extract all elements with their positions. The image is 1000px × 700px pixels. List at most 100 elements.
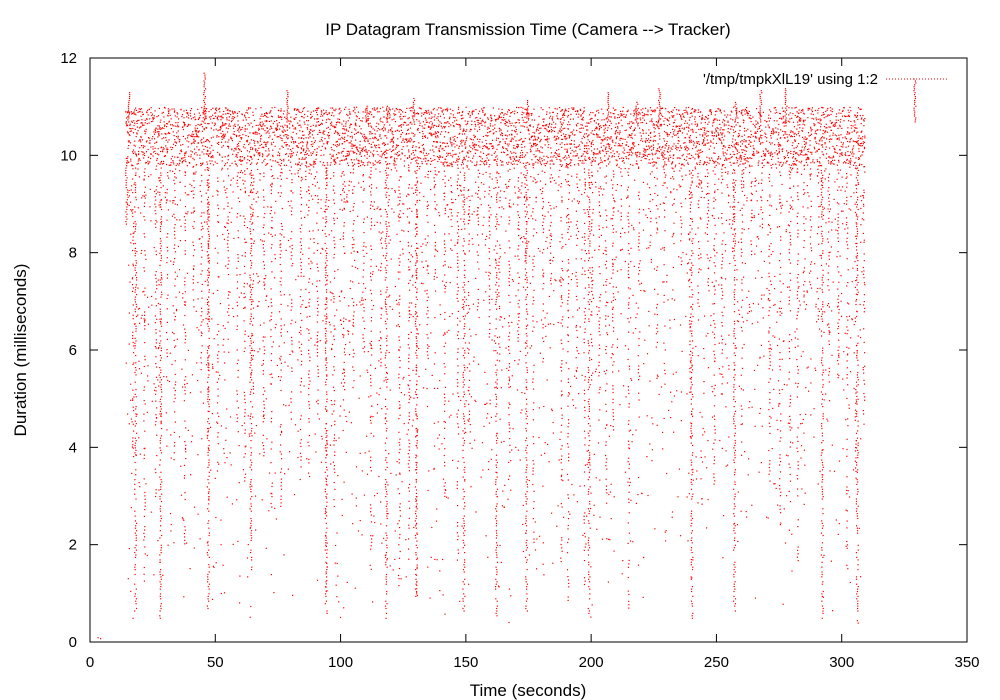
data-point — [160, 146, 163, 148]
data-point — [466, 165, 468, 167]
data-point — [640, 109, 642, 111]
data-point — [311, 134, 313, 136]
data-point — [135, 114, 137, 116]
data-point — [599, 125, 601, 127]
data-point — [664, 144, 666, 146]
data-point — [242, 119, 244, 121]
data-point — [757, 128, 759, 130]
data-point — [260, 134, 262, 136]
data-point — [735, 107, 737, 110]
data-point — [331, 149, 333, 151]
data-point — [346, 153, 348, 155]
data-point — [858, 148, 860, 150]
data-point — [715, 160, 717, 162]
data-point — [586, 125, 588, 127]
data-point — [221, 136, 223, 138]
data-point — [399, 124, 402, 126]
data-point — [355, 129, 357, 131]
data-point — [135, 107, 137, 109]
data-point — [773, 130, 775, 132]
data-point — [430, 132, 432, 134]
data-point — [168, 112, 170, 114]
data-point — [237, 124, 239, 126]
data-point — [449, 108, 451, 110]
data-point — [159, 163, 161, 165]
data-point — [291, 137, 293, 139]
data-point — [309, 132, 311, 134]
data-point — [729, 153, 731, 155]
data-point — [334, 110, 336, 112]
data-point — [501, 108, 503, 111]
data-point — [312, 183, 314, 186]
data-point — [649, 153, 651, 155]
data-point — [276, 126, 279, 128]
data-point — [775, 150, 777, 152]
data-point — [139, 159, 141, 161]
data-point — [286, 125, 288, 127]
data-point — [307, 120, 310, 122]
data-point — [274, 106, 276, 108]
data-point — [487, 118, 489, 120]
data-point — [434, 159, 436, 161]
data-point — [537, 173, 539, 176]
data-point — [284, 130, 286, 132]
data-point — [770, 111, 772, 113]
data-point — [355, 132, 357, 134]
data-point — [587, 129, 589, 131]
data-point — [328, 112, 330, 115]
data-point — [516, 106, 518, 108]
data-point — [630, 147, 632, 149]
data-point — [477, 149, 479, 151]
data-point — [755, 108, 758, 110]
data-point — [433, 124, 435, 126]
data-point — [470, 160, 472, 162]
data-point — [138, 158, 140, 160]
data-point — [561, 109, 563, 112]
data-point — [809, 108, 811, 110]
data-point — [853, 192, 855, 194]
data-point — [481, 158, 483, 160]
data-point — [206, 108, 208, 110]
data-point — [510, 125, 512, 127]
data-point — [659, 138, 661, 140]
data-point — [857, 140, 859, 142]
data-point — [417, 129, 419, 131]
data-point — [203, 141, 205, 143]
data-point — [510, 162, 512, 164]
data-point — [128, 134, 130, 136]
data-point — [319, 129, 321, 131]
data-point — [271, 116, 273, 118]
data-point — [401, 118, 403, 120]
data-point — [635, 160, 638, 162]
data-point — [666, 140, 668, 143]
data-point — [818, 148, 820, 150]
data-point — [366, 111, 368, 113]
data-point — [260, 138, 262, 140]
data-point — [283, 158, 285, 160]
data-point — [581, 162, 583, 164]
data-point — [545, 125, 547, 127]
data-point — [191, 142, 193, 144]
data-point — [697, 109, 700, 111]
data-point — [472, 110, 474, 112]
data-point — [193, 153, 196, 155]
data-point — [818, 107, 820, 110]
data-point — [730, 128, 732, 130]
data-point — [318, 107, 320, 109]
data-point — [155, 131, 157, 133]
data-point — [183, 117, 185, 119]
data-point — [445, 146, 447, 148]
data-point — [378, 139, 380, 141]
data-point — [219, 111, 221, 113]
data-point — [717, 157, 719, 159]
data-point — [497, 118, 499, 120]
data-point — [690, 139, 692, 141]
data-point — [850, 120, 852, 123]
data-point — [641, 111, 643, 114]
data-point — [374, 129, 376, 131]
data-point — [776, 120, 778, 122]
data-point — [423, 113, 425, 115]
data-point — [566, 150, 568, 152]
data-point — [650, 109, 652, 111]
data-point — [184, 174, 186, 176]
